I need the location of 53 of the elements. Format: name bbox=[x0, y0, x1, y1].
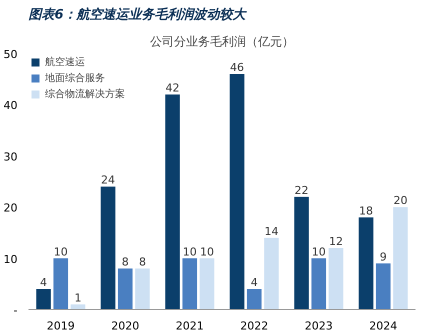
bar bbox=[264, 238, 279, 310]
x-tick-label: 2019 bbox=[46, 320, 75, 332]
y-tick-label: 10 bbox=[4, 252, 18, 266]
bar bbox=[393, 207, 408, 310]
chart-title: 图表6：航空速运业务毛利润波动较大 bbox=[28, 6, 248, 22]
data-label: 10 bbox=[312, 245, 326, 258]
data-label: 9 bbox=[380, 250, 387, 264]
bar bbox=[376, 263, 391, 310]
data-label: 4 bbox=[40, 276, 48, 290]
data-label: 10 bbox=[200, 245, 214, 258]
data-label: 20 bbox=[393, 194, 408, 208]
bar bbox=[358, 217, 374, 310]
data-label: 8 bbox=[122, 256, 129, 269]
data-label: 46 bbox=[230, 60, 244, 74]
bar bbox=[200, 258, 214, 310]
x-tick-label: 2022 bbox=[240, 320, 268, 332]
bar bbox=[165, 94, 180, 310]
bar bbox=[294, 196, 309, 310]
data-label: 24 bbox=[101, 174, 116, 187]
chart-subtitle: 公司分业务毛利润（亿元） bbox=[150, 34, 294, 48]
legend-label: 综合物流解决方案 bbox=[45, 88, 125, 101]
x-tick-label: 2023 bbox=[304, 320, 333, 332]
bar bbox=[230, 74, 244, 310]
y-tick-label: 30 bbox=[4, 150, 18, 164]
x-tick-label: 2021 bbox=[176, 320, 204, 332]
y-tick-label: - bbox=[14, 304, 18, 317]
bar bbox=[182, 258, 198, 310]
bar bbox=[70, 304, 86, 310]
bar bbox=[311, 258, 326, 310]
bar bbox=[118, 268, 133, 310]
bar bbox=[53, 258, 68, 310]
data-label: 12 bbox=[328, 235, 343, 248]
bar bbox=[100, 186, 116, 310]
data-label: 4 bbox=[250, 276, 258, 290]
x-tick-label: 2024 bbox=[369, 320, 398, 332]
data-label: 42 bbox=[166, 81, 180, 94]
data-label: 18 bbox=[359, 204, 374, 218]
data-label: 1 bbox=[74, 291, 82, 304]
y-tick-label: 50 bbox=[4, 48, 18, 61]
data-label: 22 bbox=[294, 184, 309, 197]
x-tick-label: 2020 bbox=[111, 320, 140, 332]
y-tick-label: 40 bbox=[4, 99, 18, 112]
data-label: 14 bbox=[264, 224, 278, 238]
data-label: 10 bbox=[54, 245, 68, 258]
legend-label: 地面综合服务 bbox=[45, 72, 105, 85]
bar bbox=[246, 289, 262, 310]
bar bbox=[135, 268, 150, 310]
bar bbox=[328, 248, 344, 310]
data-label: 8 bbox=[138, 256, 146, 269]
bar bbox=[36, 289, 51, 310]
y-tick-label: 20 bbox=[4, 202, 18, 215]
data-label: 10 bbox=[182, 245, 197, 258]
legend-label: 航空速运 bbox=[45, 56, 85, 69]
